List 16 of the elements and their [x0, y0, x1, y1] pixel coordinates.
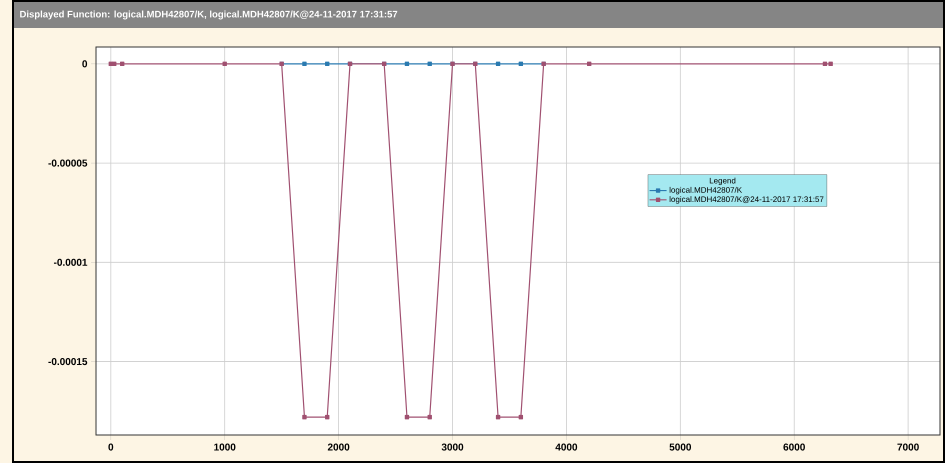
chart-title: Displayed Function: logical.MDH42807/K, logical.MDH42807/K@24-11-2017 17:31:57: [20, 10, 398, 20]
y-tick-label: -0.00015: [48, 358, 88, 366]
y-tick-label: -0.0001: [54, 258, 88, 266]
x-tick-label: 3000: [442, 444, 464, 451]
x-tick-label: 1000: [214, 444, 236, 451]
x-tick-label: 5000: [670, 444, 692, 451]
x-tick-label: 4000: [555, 444, 578, 451]
legend-label: logical.MDH42807/K: [670, 186, 742, 194]
x-tick-label: 6000: [783, 444, 805, 451]
x-tick-label: 0: [108, 444, 114, 451]
x-tick-label: 7000: [897, 444, 919, 451]
y-tick-label: -0.00005: [48, 160, 88, 167]
y-tick-label: 0: [82, 60, 88, 68]
legend-title: Legend: [710, 178, 736, 186]
legend-label: logical.MDH42807/K@24-11-2017 17:31:57: [670, 196, 824, 204]
x-tick-label: 2000: [328, 444, 350, 451]
